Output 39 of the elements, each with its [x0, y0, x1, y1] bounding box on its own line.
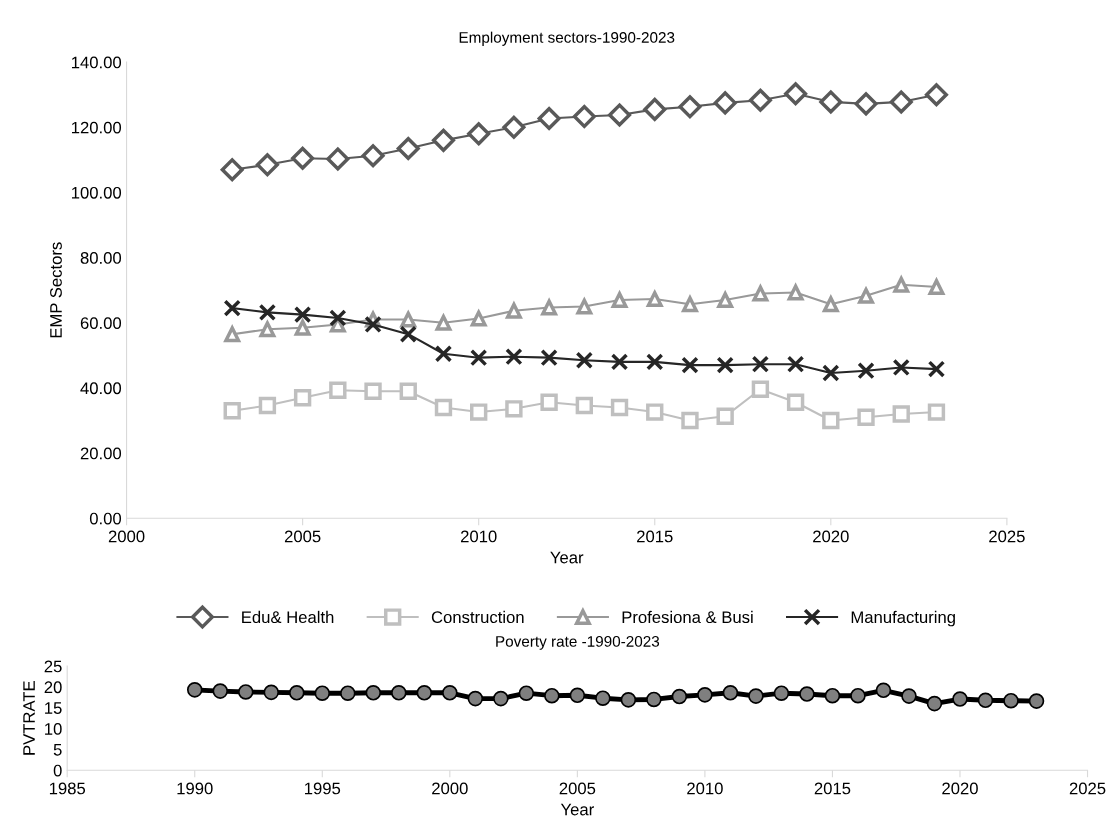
x-tick-label: 2015: [637, 530, 673, 543]
y-tick-label: 15: [45, 702, 62, 714]
x-tick-label: 2005: [284, 530, 321, 543]
y-tick-label: 25: [44, 660, 62, 673]
y-tick-label: 5: [53, 744, 62, 756]
y-axis-title: EMP Sectors: [50, 242, 62, 338]
x-tick-label: 2000: [108, 530, 145, 543]
x-axis-title: Year: [550, 551, 584, 564]
x-tick-label: 2000: [432, 782, 468, 795]
x-tick-label: 2025: [1069, 782, 1106, 795]
x-tick-label: 2010: [460, 530, 497, 543]
x-tick-label: 2025: [989, 530, 1025, 543]
y-tick-label: 60.00: [80, 317, 122, 329]
chart-title: Poverty rate -1990-2023: [496, 636, 660, 650]
x-tick-label: 2010: [687, 782, 723, 795]
y-tick-label: 40.00: [80, 382, 122, 395]
legend-label: Manufacturing: [851, 610, 955, 627]
legend-label: Construction: [431, 610, 524, 624]
x-tick-label: 1995: [305, 782, 341, 795]
x-tick-label: 2015: [814, 782, 851, 795]
chart-title: Employment sectors-1990-2023: [459, 31, 675, 46]
x-tick-label: 1985: [49, 782, 86, 795]
y-tick-label: 20: [44, 681, 62, 694]
x-axis-title: Year: [560, 803, 594, 816]
x-tick-label: 2020: [942, 782, 978, 795]
legend-label: Edu& Health: [242, 610, 334, 624]
y-tick-label: 100.00: [72, 186, 122, 199]
y-tick-label: 10: [45, 723, 62, 735]
y-tick-label: 20.00: [80, 447, 122, 460]
y-tick-label: 0.00: [89, 512, 122, 525]
y-axis-title: PVTRATE: [23, 681, 35, 755]
y-tick-label: 80.00: [80, 252, 122, 264]
y-tick-label: 0: [53, 764, 62, 777]
y-tick-label: 120.00: [72, 121, 122, 134]
x-tick-label: 1990: [177, 782, 213, 795]
y-tick-label: 140.00: [72, 56, 122, 69]
x-tick-label: 2020: [813, 530, 849, 543]
x-tick-label: 2005: [559, 782, 596, 795]
legend-label: Profesiona & Busi: [622, 610, 753, 624]
